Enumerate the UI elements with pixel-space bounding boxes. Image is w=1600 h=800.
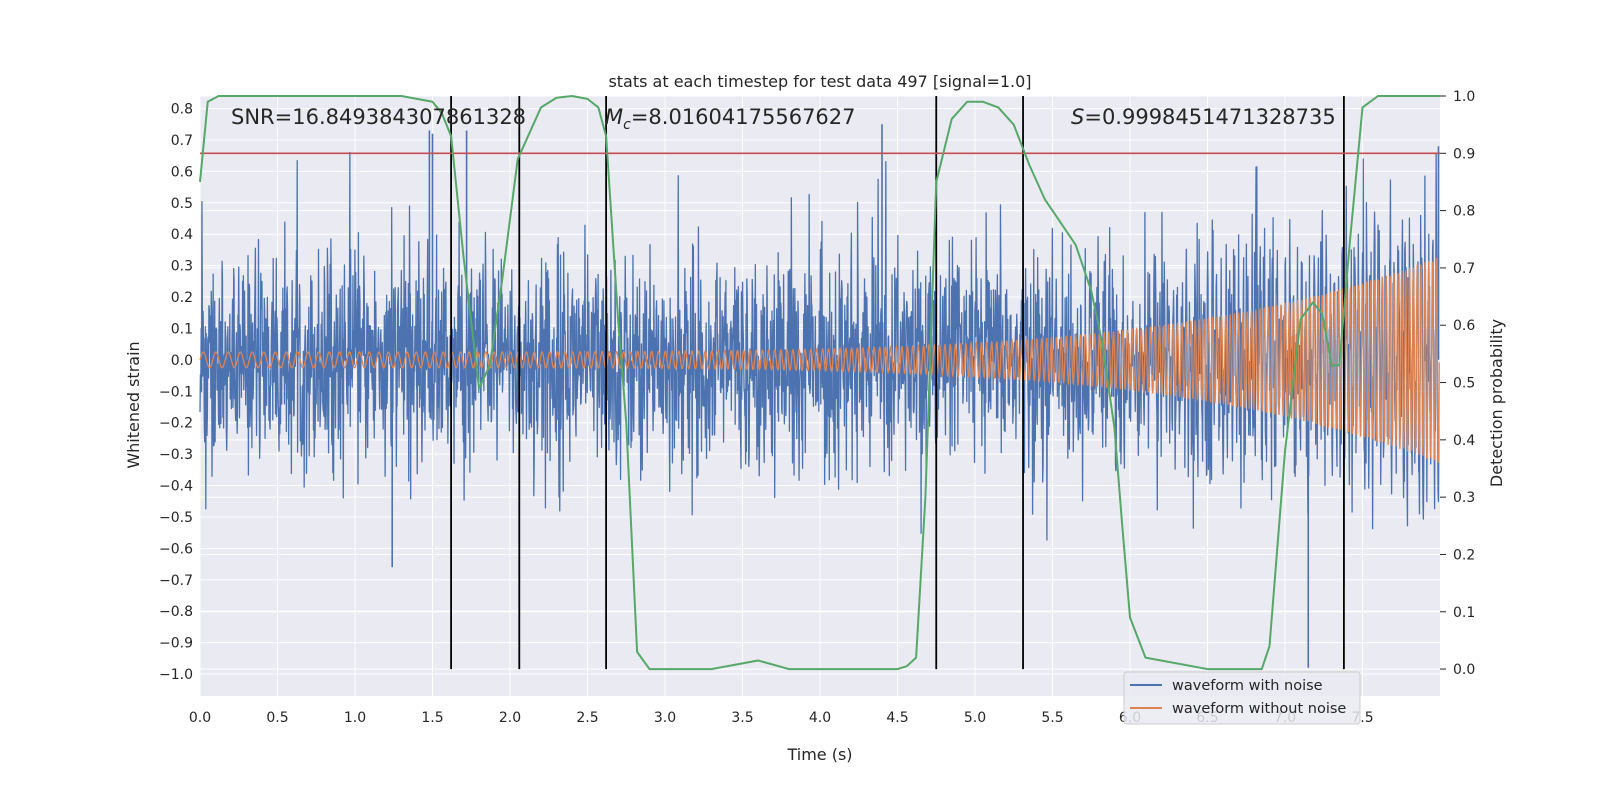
x-tick-label: 0.5 xyxy=(266,710,288,726)
x-axis-label: Time (s) xyxy=(786,745,852,764)
y-tick-label: 0.1 xyxy=(171,321,193,337)
signal-line xyxy=(199,257,1440,463)
y-tick-label: 0.5 xyxy=(171,196,193,212)
significance-symbol: S xyxy=(1071,105,1084,129)
chirp-mass-symbol: M xyxy=(605,105,623,129)
noise-line xyxy=(199,151,1440,541)
y-tick-label: −0.3 xyxy=(159,447,193,463)
x-tick-label: 4.5 xyxy=(886,710,908,726)
y2-tick-label: 0.4 xyxy=(1453,433,1475,449)
x-tick-label: 3.5 xyxy=(731,710,753,726)
y2-tick-label: 0.6 xyxy=(1453,318,1475,334)
y-tick-label: 0.8 xyxy=(171,102,193,118)
y-axis-ticks: 0.8 0.7 0.6 0.5 0.4 0.3 0.2 0.1 0.0 −0.1 −0.2 −0.3 −… xyxy=(159,102,193,683)
y2-tick-label: 0.5 xyxy=(1453,376,1475,392)
legend-label-noise: waveform with noise xyxy=(1172,678,1323,694)
y-tick-label: 0.3 xyxy=(171,259,193,275)
x-tick-label: 5.5 xyxy=(1041,710,1063,726)
snr-annotation: SNR=16.849384307861328 xyxy=(231,105,526,129)
legend-box xyxy=(1123,671,1361,725)
y2-axis-ticks: 1.0 0.9 0.8 0.7 0.6 0.5 0.4 0.3 0.2 0.1 0.0 xyxy=(1440,89,1475,678)
legend: waveform with noise waveform without noi… xyxy=(1123,671,1361,725)
x-tick-label: 2.0 xyxy=(499,710,521,726)
y2-tick-label: 0.7 xyxy=(1453,261,1475,277)
y-tick-label: 0.2 xyxy=(171,290,193,306)
y-tick-label: 0.7 xyxy=(171,133,193,149)
y-tick-label: −0.1 xyxy=(159,384,193,400)
y-tick-label: −0.6 xyxy=(159,541,193,557)
y2-tick-label: 1.0 xyxy=(1453,89,1475,105)
y-tick-label: −0.2 xyxy=(159,416,193,432)
x-tick-label: 5.0 xyxy=(964,710,986,726)
signal-series xyxy=(199,257,1440,463)
y-tick-label: 0.6 xyxy=(171,164,193,180)
y2-tick-label: 0.1 xyxy=(1453,605,1475,621)
y2-tick-label: 0.0 xyxy=(1453,662,1475,678)
significance-value: =0.9998451471328735 xyxy=(1084,105,1335,129)
y-tick-label: −0.4 xyxy=(159,479,193,495)
y-tick-label: −0.9 xyxy=(159,636,193,652)
y-axis-label: Whitened strain xyxy=(124,341,143,468)
x-tick-label: 1.5 xyxy=(421,710,443,726)
y2-axis-label: Detection probability xyxy=(1487,319,1506,487)
chirp-mass-value: =8.01604175567627 xyxy=(631,105,856,129)
x-tick-label: 4.0 xyxy=(809,710,831,726)
y-tick-label: −1.0 xyxy=(159,667,193,683)
plot-area xyxy=(199,95,1440,671)
x-tick-label: 0.0 xyxy=(189,710,211,726)
x-tick-label: 1.0 xyxy=(344,710,366,726)
y-tick-label: 0.0 xyxy=(171,353,193,369)
significance-annotation: S=0.9998451471328735 xyxy=(1071,105,1336,129)
y2-tick-label: 0.2 xyxy=(1453,547,1475,563)
vertical-lines xyxy=(450,96,1345,670)
y2-tick-label: 0.3 xyxy=(1453,490,1475,506)
chirp-mass-annotation: Mc=8.01604175567627 xyxy=(605,105,856,133)
chirp-mass-subscript: c xyxy=(623,117,631,133)
y-tick-label: −0.8 xyxy=(159,604,193,620)
legend-label-signal: waveform without noise xyxy=(1172,701,1346,717)
probability-line xyxy=(199,95,1440,671)
probability-series xyxy=(199,95,1440,671)
y-tick-label: 0.4 xyxy=(171,227,193,243)
y2-tick-label: 0.8 xyxy=(1453,204,1475,220)
x-tick-label: 2.5 xyxy=(576,710,598,726)
y2-tick-label: 0.9 xyxy=(1453,146,1475,162)
chart-title: stats at each timestep for test data 497… xyxy=(608,72,1031,91)
y-tick-label: −0.5 xyxy=(159,510,193,526)
x-tick-label: 3.0 xyxy=(654,710,676,726)
y-tick-label: −0.7 xyxy=(159,573,193,589)
